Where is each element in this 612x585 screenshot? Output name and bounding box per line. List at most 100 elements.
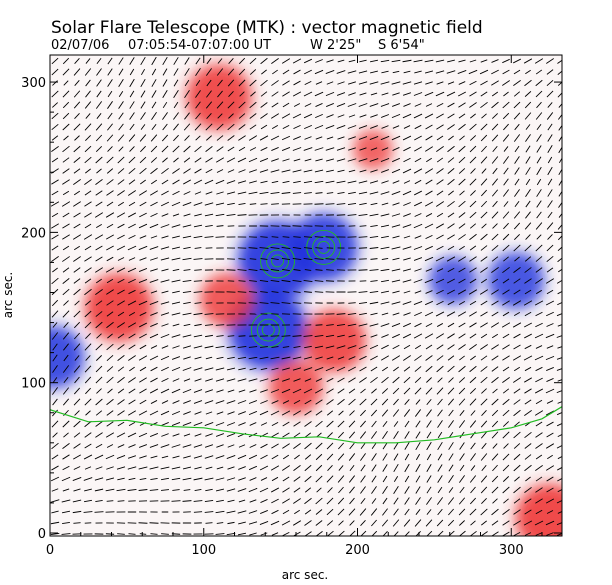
field-vector-79 — [403, 70, 411, 74]
field-vector-1204 — [370, 334, 378, 338]
field-vector-933 — [491, 266, 499, 274]
field-vector-9 — [151, 56, 157, 66]
field-vector-440 — [237, 157, 247, 163]
field-vector-548 — [392, 180, 400, 184]
field-vector-1111 — [381, 312, 389, 316]
field-vector-1960 — [415, 509, 421, 515]
field-vector-599 — [436, 190, 444, 196]
field-vector-1610 — [183, 433, 191, 437]
field-vector-1699 — [127, 455, 137, 459]
field-vector-1348 — [403, 366, 411, 372]
field-vector-1191 — [227, 335, 235, 337]
field-vector-800 — [62, 245, 70, 251]
field-vector-1745 — [116, 466, 126, 470]
field-vector-1565 — [204, 422, 214, 426]
field-vector-1286 — [237, 356, 247, 360]
field-vector-863 — [238, 258, 246, 260]
field-vector-332 — [85, 134, 91, 142]
field-vector-518 — [62, 179, 70, 185]
field-vector-1025 — [468, 289, 478, 295]
field-vector-915 — [293, 269, 301, 271]
field-vector-1681 — [448, 442, 454, 450]
field-vector-1842 — [149, 489, 159, 491]
field-vector-952 — [182, 279, 192, 283]
field-vector-901 — [138, 268, 148, 272]
field-vector-247 — [184, 112, 190, 120]
contour-0-0 — [271, 254, 285, 268]
field-vector-780 — [358, 236, 368, 238]
field-vector-1324 — [139, 366, 147, 372]
field-vector-2038 — [237, 532, 247, 536]
field-vector-1680 — [437, 441, 443, 451]
field-vector-526 — [150, 179, 158, 185]
field-vector-754 — [72, 234, 82, 240]
field-vector-1118 — [457, 311, 467, 317]
field-vector-820 — [281, 247, 291, 249]
field-vector-242 — [129, 112, 135, 120]
field-vector-1715 — [304, 454, 312, 460]
field-vector-1601 — [84, 432, 92, 438]
field-vector-1924 — [535, 498, 543, 504]
field-vector-398 — [292, 147, 302, 151]
field-vector-734 — [370, 224, 378, 228]
field-vector-1592 — [502, 421, 510, 427]
field-vector-271 — [447, 113, 455, 119]
field-vector-368 — [480, 134, 488, 142]
field-vector-1041 — [127, 300, 137, 306]
field-vector-462 — [480, 156, 488, 164]
field-vector-218 — [380, 103, 390, 107]
field-vector-667 — [150, 212, 158, 218]
field-vector-1620 — [293, 432, 301, 438]
field-vector-1684 — [481, 442, 487, 450]
field-vector-149 — [140, 90, 146, 98]
field-vector-138 — [535, 79, 543, 87]
field-vector-1580 — [371, 420, 377, 428]
field-vector-697 — [480, 211, 488, 219]
field-vector-1270 — [63, 354, 69, 362]
field-vector-673 — [215, 213, 225, 217]
field-vector-661 — [84, 212, 92, 218]
field-vector-900 — [127, 267, 137, 273]
field-vector-1499 — [513, 399, 521, 405]
field-vector-427 — [95, 156, 103, 164]
field-vector-834 — [436, 245, 444, 251]
field-vector-381 — [107, 146, 113, 152]
field-vector-926 — [414, 268, 422, 272]
field-vector-112 — [249, 79, 257, 87]
field-vector-106 — [184, 79, 190, 87]
field-vector-881 — [435, 256, 445, 262]
field-vector-859 — [193, 258, 203, 260]
field-vector-1513 — [149, 410, 159, 416]
field-vector-1928 — [61, 510, 71, 514]
field-vector-1095 — [204, 313, 214, 315]
neutral-line — [50, 406, 562, 444]
field-vector-1166 — [469, 322, 477, 328]
field-vector-1196 — [281, 335, 291, 337]
field-vector-751 — [557, 224, 562, 230]
field-vector-89 — [513, 69, 521, 75]
field-vector-104 — [162, 79, 168, 87]
plot-frame — [49, 54, 563, 537]
field-vector-32 — [402, 59, 412, 63]
field-vector-1898 — [249, 499, 257, 503]
field-vector-1497 — [491, 398, 499, 406]
field-vector-1856 — [304, 487, 312, 493]
field-vector-53 — [118, 68, 124, 76]
field-vector-529 — [183, 179, 191, 185]
field-vector-305 — [304, 124, 312, 130]
field-vector-1644 — [557, 433, 562, 438]
field-vector-953 — [193, 280, 203, 282]
field-vector-640 — [370, 202, 378, 206]
field-vector-996 — [150, 290, 158, 294]
field-vector-1946 — [260, 510, 268, 514]
field-vector-196 — [140, 101, 146, 109]
field-vector-980 — [491, 278, 499, 284]
observation-date: 02/07/06 — [51, 38, 109, 53]
field-vector-291 — [151, 123, 157, 131]
field-vector-876 — [381, 258, 389, 260]
field-vector-1517 — [194, 411, 202, 415]
field-vector-1997 — [304, 520, 312, 526]
field-vector-711 — [117, 223, 125, 229]
field-vector-750 — [546, 222, 554, 230]
field-vector-164 — [303, 91, 313, 97]
